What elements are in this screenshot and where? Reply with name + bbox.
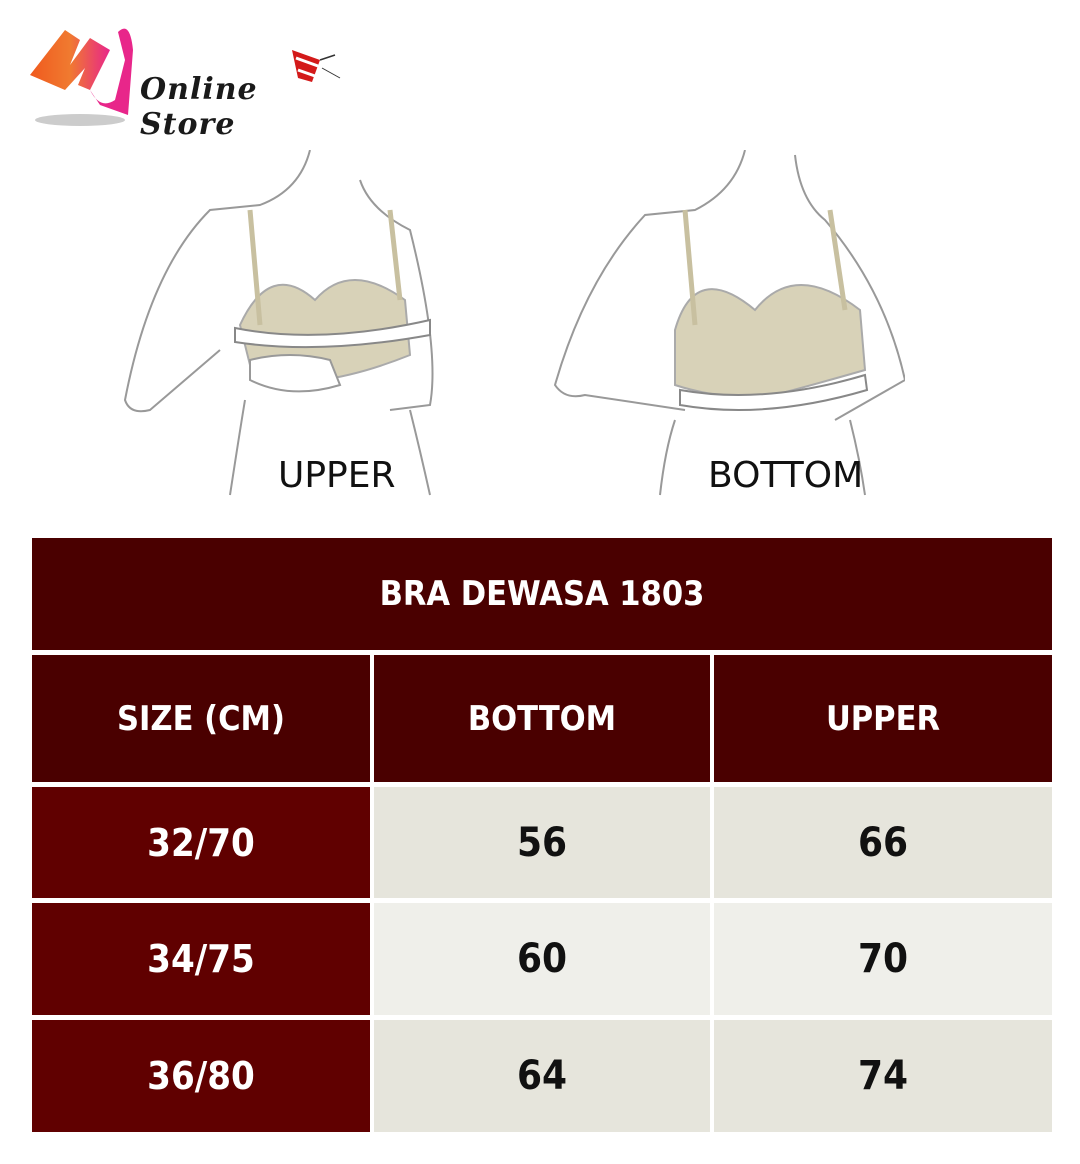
bottom-label: BOTTOM	[708, 455, 864, 496]
table-row-size: 36/80	[32, 1020, 370, 1132]
table-row-bottom: 64	[374, 1020, 710, 1132]
table-row-size: 34/75	[32, 903, 370, 1015]
brand-name: Online Store	[140, 72, 258, 142]
table-title: BRA DEWASA 1803	[32, 538, 1052, 650]
header-upper: UPPER	[714, 655, 1052, 782]
table-row-bottom: 60	[374, 903, 710, 1015]
table-row-upper: 66	[714, 787, 1052, 898]
table-row-size: 32/70	[32, 787, 370, 898]
upper-measure-illustration: UPPER	[110, 149, 470, 505]
brand-logo: Online Store	[30, 20, 360, 142]
table-row-upper: 70	[714, 903, 1052, 1015]
header-size: SIZE (CM)	[32, 655, 370, 782]
bottom-measure-illustration: BOTTOM	[545, 149, 907, 505]
table-row-bottom: 56	[374, 787, 710, 898]
upper-label: UPPER	[278, 455, 396, 496]
cart-icon	[292, 50, 341, 82]
header-bottom: BOTTOM	[374, 655, 710, 782]
table-row-upper: 74	[714, 1020, 1052, 1132]
